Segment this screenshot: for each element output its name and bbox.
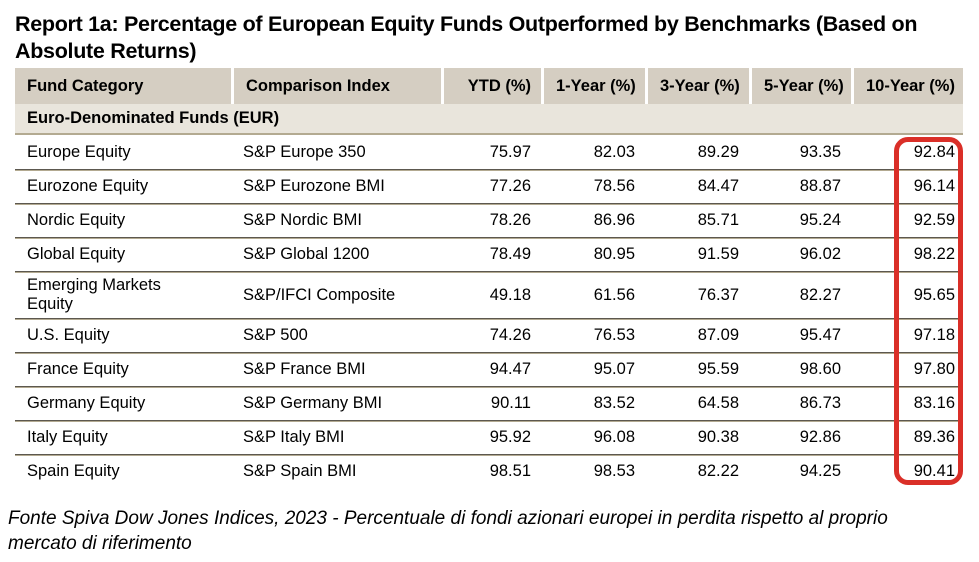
section-label: Euro-Denominated Funds (EUR) [15, 104, 963, 135]
five-year-cell: 82.27 [749, 271, 851, 318]
one-year-cell: 61.56 [541, 271, 645, 318]
one-year-cell: 96.08 [541, 420, 645, 454]
five-year-cell: 93.35 [749, 135, 851, 169]
one-year-cell: 78.56 [541, 169, 645, 203]
three-year-cell: 82.22 [645, 454, 749, 488]
comparison-index-cell: S&P Europe 350 [231, 135, 441, 169]
table-row: Nordic Equity S&P Nordic BMI 78.26 86.96… [15, 203, 963, 237]
three-year-cell: 90.38 [645, 420, 749, 454]
one-year-cell: 83.52 [541, 386, 645, 420]
table-row: U.S. Equity S&P 500 74.26 76.53 87.09 95… [15, 318, 963, 352]
five-year-cell: 96.02 [749, 237, 851, 271]
fund-category-cell: Italy Equity [15, 420, 231, 454]
col-header-comparison-index: Comparison Index [231, 68, 441, 104]
comparison-index-cell: S&P France BMI [231, 352, 441, 386]
comparison-index-cell: S&P Eurozone BMI [231, 169, 441, 203]
three-year-cell: 85.71 [645, 203, 749, 237]
ytd-cell: 94.47 [441, 352, 541, 386]
five-year-cell: 98.60 [749, 352, 851, 386]
ytd-cell: 77.26 [441, 169, 541, 203]
ytd-cell: 78.49 [441, 237, 541, 271]
one-year-cell: 98.53 [541, 454, 645, 488]
ytd-cell: 49.18 [441, 271, 541, 318]
fund-category-cell: Global Equity [15, 237, 231, 271]
ytd-cell: 90.11 [441, 386, 541, 420]
ytd-cell: 98.51 [441, 454, 541, 488]
table-row: Emerging Markets Equity S&P/IFCI Composi… [15, 271, 963, 318]
report-title: Report 1a: Percentage of European Equity… [15, 12, 918, 63]
one-year-cell: 80.95 [541, 237, 645, 271]
five-year-cell: 94.25 [749, 454, 851, 488]
ytd-cell: 95.92 [441, 420, 541, 454]
fund-category-cell: Spain Equity [15, 454, 231, 488]
three-year-cell: 89.29 [645, 135, 749, 169]
comparison-index-cell: S&P Spain BMI [231, 454, 441, 488]
fund-category-cell: Germany Equity [15, 386, 231, 420]
ten-year-cell: 83.16 [851, 386, 963, 420]
table-row: France Equity S&P France BMI 94.47 95.07… [15, 352, 963, 386]
five-year-cell: 95.24 [749, 203, 851, 237]
five-year-cell: 92.86 [749, 420, 851, 454]
three-year-cell: 91.59 [645, 237, 749, 271]
table-row: Europe Equity S&P Europe 350 75.97 82.03… [15, 135, 963, 169]
one-year-cell: 82.03 [541, 135, 645, 169]
ten-year-cell: 98.22 [851, 237, 963, 271]
comparison-index-cell: S&P Nordic BMI [231, 203, 441, 237]
table-row: Eurozone Equity S&P Eurozone BMI 77.26 7… [15, 169, 963, 203]
fund-category-cell: Nordic Equity [15, 203, 231, 237]
fund-category-cell: U.S. Equity [15, 318, 231, 352]
col-header-1-year: 1-Year (%) [541, 68, 645, 104]
comparison-index-cell: S&P Italy BMI [231, 420, 441, 454]
col-header-3-year: 3-Year (%) [645, 68, 749, 104]
one-year-cell: 95.07 [541, 352, 645, 386]
three-year-cell: 64.58 [645, 386, 749, 420]
fund-category-cell: Emerging Markets Equity [15, 271, 231, 318]
three-year-cell: 87.09 [645, 318, 749, 352]
table-row: Germany Equity S&P Germany BMI 90.11 83.… [15, 386, 963, 420]
source-caption: Fonte Spiva Dow Jones Indices, 2023 - Pe… [8, 508, 888, 554]
ten-year-cell: 92.84 [851, 135, 963, 169]
ten-year-cell: 89.36 [851, 420, 963, 454]
comparison-index-cell: S&P/IFCI Composite [231, 271, 441, 318]
fund-category-cell: France Equity [15, 352, 231, 386]
table-container: Fund Category Comparison Index YTD (%) 1… [15, 68, 963, 488]
ytd-cell: 75.97 [441, 135, 541, 169]
col-header-fund-category: Fund Category [15, 68, 231, 104]
table-row: Spain Equity S&P Spain BMI 98.51 98.53 8… [15, 454, 963, 488]
col-header-ytd: YTD (%) [441, 68, 541, 104]
three-year-cell: 84.47 [645, 169, 749, 203]
ten-year-cell: 95.65 [851, 271, 963, 318]
fund-category-cell: Europe Equity [15, 135, 231, 169]
header-row: Fund Category Comparison Index YTD (%) 1… [15, 68, 963, 104]
col-header-10-year: 10-Year (%) [851, 68, 963, 104]
comparison-index-cell: S&P Germany BMI [231, 386, 441, 420]
ten-year-cell: 90.41 [851, 454, 963, 488]
fund-category-cell: Eurozone Equity [15, 169, 231, 203]
one-year-cell: 76.53 [541, 318, 645, 352]
comparison-index-cell: S&P 500 [231, 318, 441, 352]
five-year-cell: 88.87 [749, 169, 851, 203]
ytd-cell: 74.26 [441, 318, 541, 352]
ten-year-cell: 97.80 [851, 352, 963, 386]
section-row: Euro-Denominated Funds (EUR) [15, 104, 963, 135]
col-header-5-year: 5-Year (%) [749, 68, 851, 104]
three-year-cell: 76.37 [645, 271, 749, 318]
five-year-cell: 95.47 [749, 318, 851, 352]
five-year-cell: 86.73 [749, 386, 851, 420]
ytd-cell: 78.26 [441, 203, 541, 237]
one-year-cell: 86.96 [541, 203, 645, 237]
ten-year-cell: 96.14 [851, 169, 963, 203]
ten-year-cell: 97.18 [851, 318, 963, 352]
table-row: Italy Equity S&P Italy BMI 95.92 96.08 9… [15, 420, 963, 454]
three-year-cell: 95.59 [645, 352, 749, 386]
comparison-index-cell: S&P Global 1200 [231, 237, 441, 271]
funds-table: Fund Category Comparison Index YTD (%) 1… [15, 68, 963, 488]
ten-year-cell: 92.59 [851, 203, 963, 237]
table-row: Global Equity S&P Global 1200 78.49 80.9… [15, 237, 963, 271]
